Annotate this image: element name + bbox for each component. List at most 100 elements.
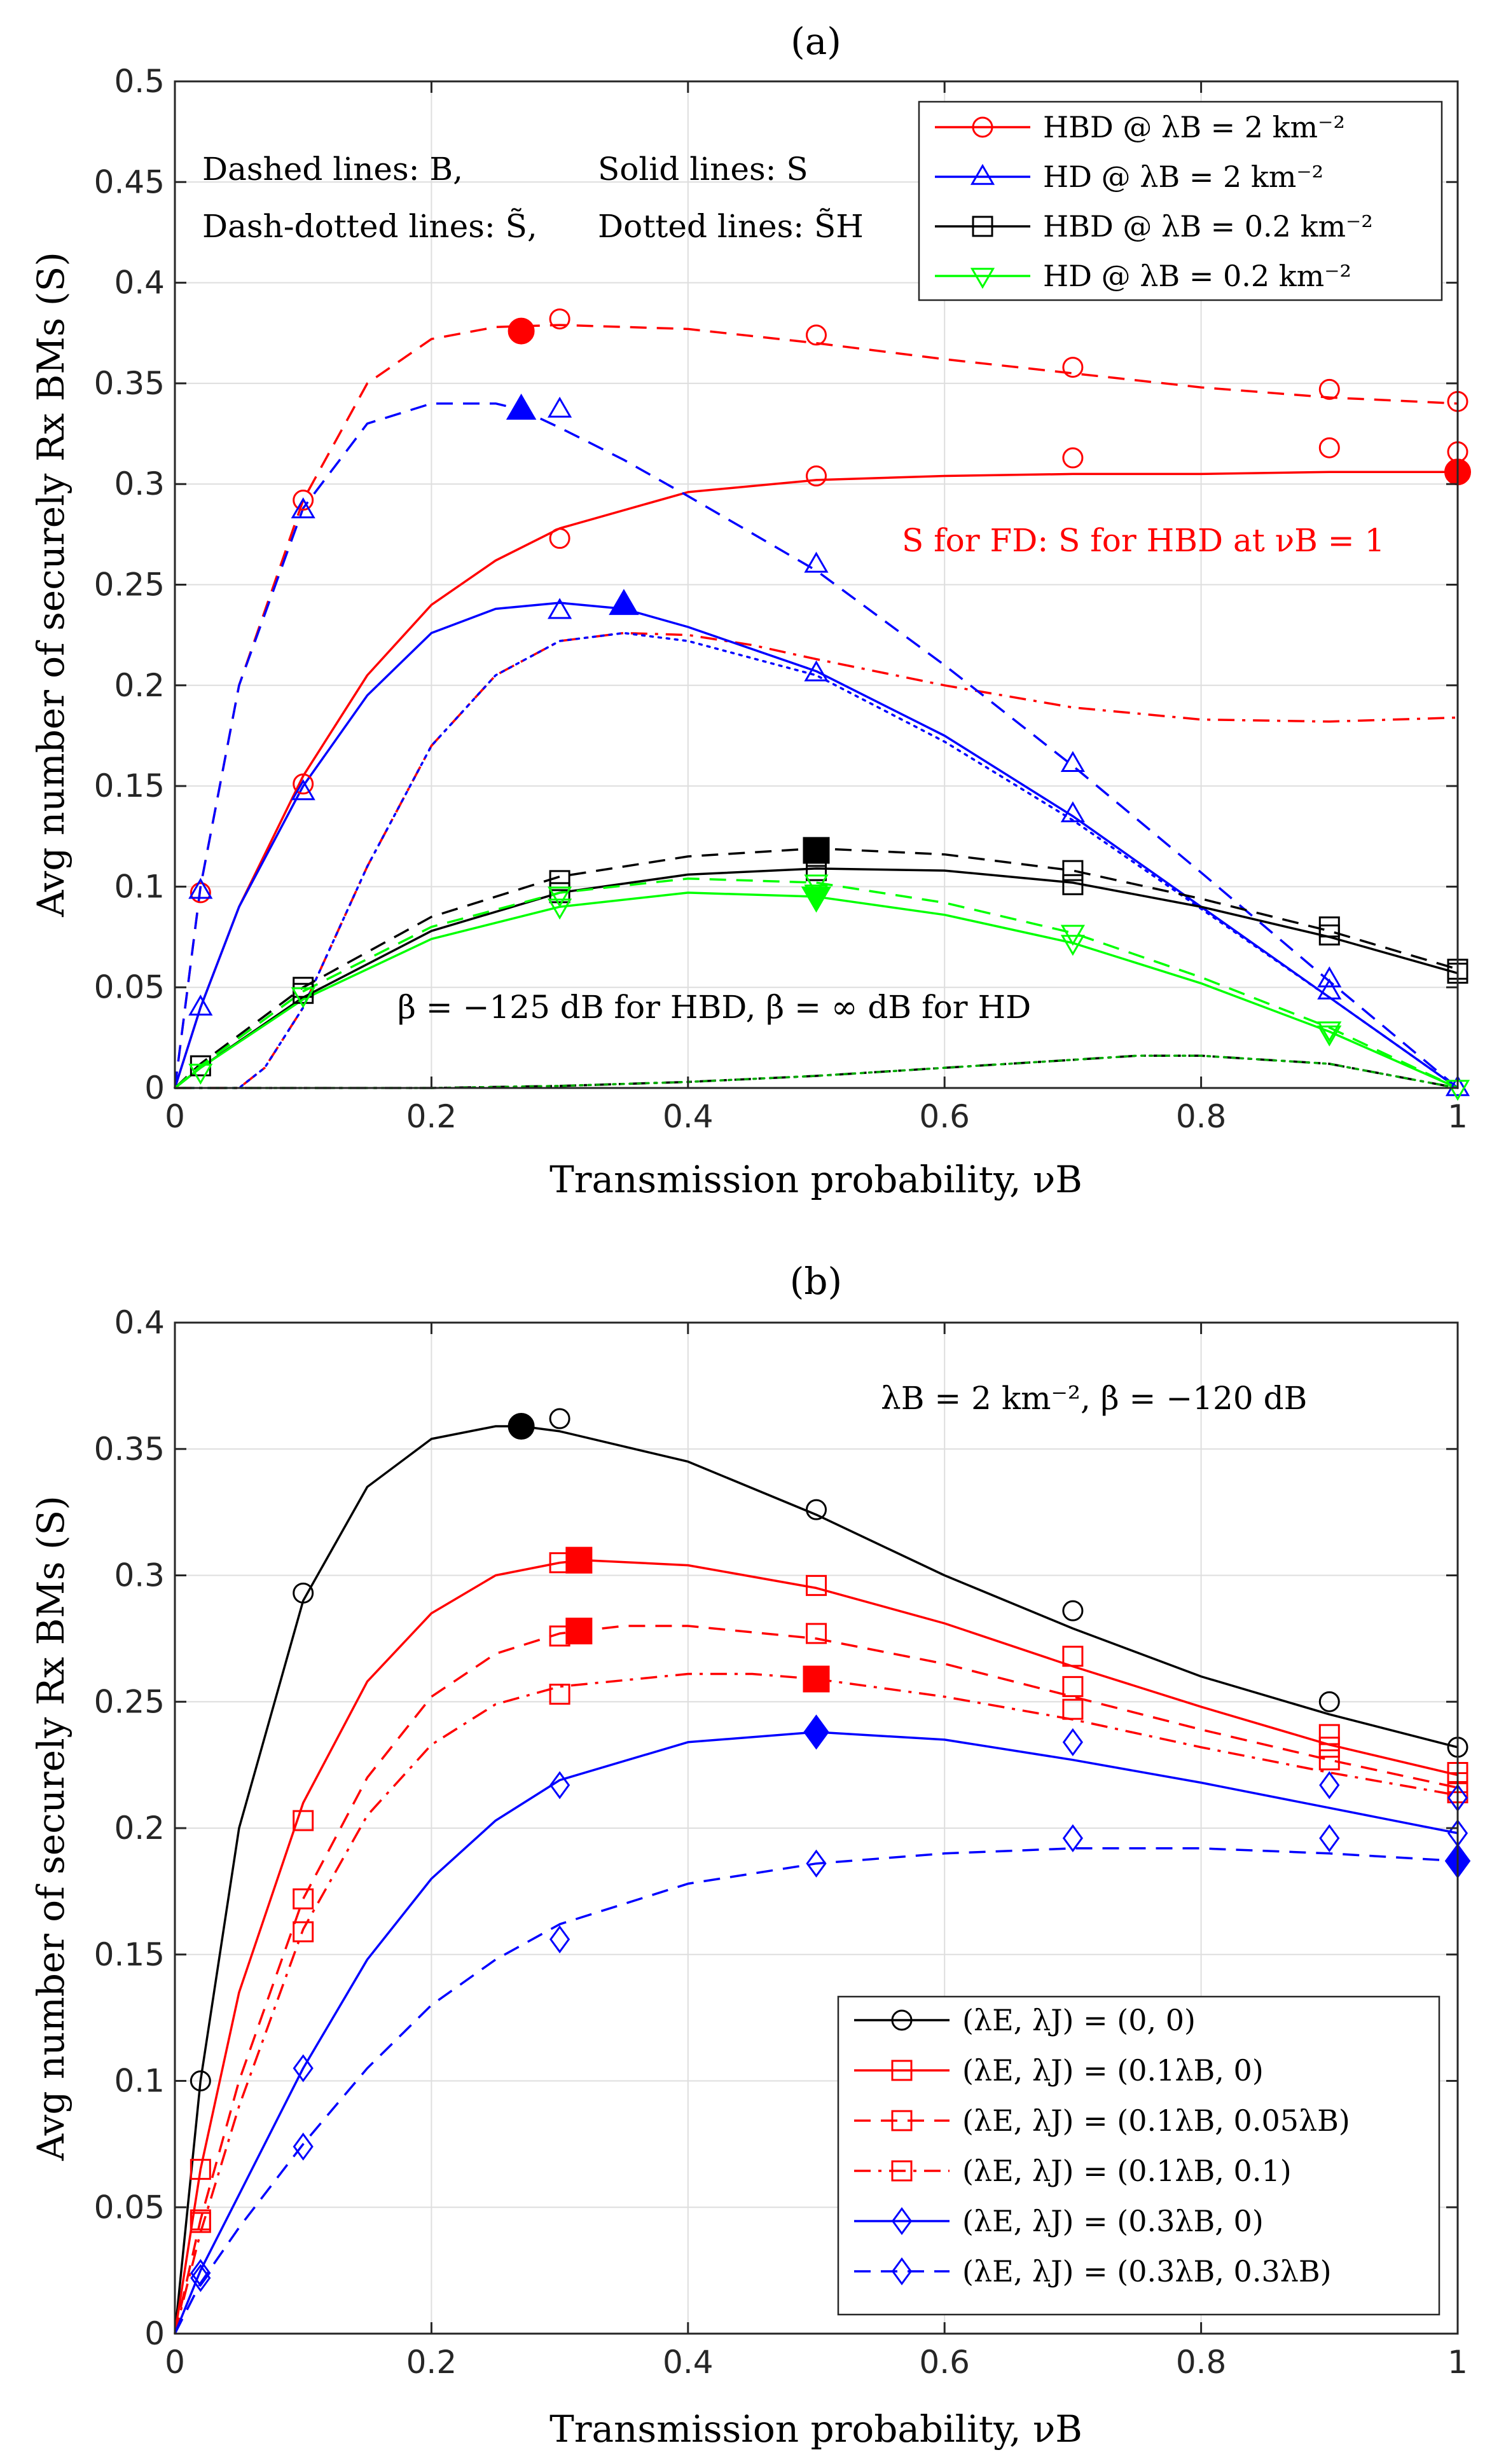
y-axis-label-a: Avg number of securely Rx BMs (S) [29,252,73,918]
y-tick-label: 0.35 [94,1431,165,1468]
legend-label: (λE, λJ) = (0.1λB, 0) [962,2053,1264,2088]
data-point [508,317,535,345]
data-point [1318,924,1340,946]
legend-box-a [918,100,1443,301]
data-point [1318,437,1340,458]
data-point [506,394,537,420]
data-point [293,2132,314,2161]
series-line [174,847,1458,1089]
panel-title-a: (a) [791,20,841,63]
data-point [1062,1676,1084,1697]
data-point [806,324,827,346]
data-point [1317,1021,1342,1043]
annotation-beta: β = −125 dB for HBD, β = ∞ dB for HD [397,989,1031,1026]
series-line [174,1425,1458,2334]
data-point [293,490,314,511]
data-point [1062,1646,1084,1667]
legend-label: (λE, λJ) = (0.3λB, 0.3λB) [962,2254,1332,2288]
legend-marker [970,163,995,185]
x-tick-label: 0.8 [1176,1098,1227,1135]
x-tick-label: 0.8 [1176,2344,1227,2381]
data-point [293,1810,314,1831]
data-point [806,1574,827,1596]
data-point [291,779,315,801]
data-point [190,882,211,904]
legend-marker [970,268,995,289]
x-tick-label: 0.2 [406,2344,457,2381]
data-point [190,2159,211,2180]
data-point [804,874,829,896]
data-point [293,1888,314,1910]
data-point [293,982,314,1004]
y-tick-label: 0.4 [114,1304,165,1341]
data-point [1062,1600,1084,1621]
data-point [806,1499,827,1520]
data-point [1317,966,1342,988]
legend-marker [891,2060,913,2081]
data-point [1318,1749,1340,1771]
legend-marker [891,2160,913,2182]
data-point [188,995,213,1016]
legend-marker [972,216,993,237]
data-point [1317,1025,1342,1047]
data-point [1062,1728,1084,1756]
legend-marker [891,2206,913,2236]
data-point [549,1408,570,1429]
x-tick-label: 0.6 [919,2344,970,2381]
y-tick-label: 0.1 [114,868,165,905]
data-point [293,2054,314,2082]
data-point [1447,1782,1468,1803]
y-tick-label: 0.35 [94,365,165,402]
data-point [1060,925,1086,946]
data-point [547,598,572,619]
data-point [508,1412,535,1440]
legend-marker [891,2009,913,2031]
data-point [806,1849,827,1878]
annotation-solid-lines: Solid lines: S [598,151,808,188]
y-tick-label: 0.15 [94,1936,165,1973]
data-point [1060,751,1086,773]
data-point [1319,1824,1340,1852]
y-tick-label: 0.45 [94,163,165,200]
annotation-lambda-beta: λB = 2 km⁻², β = −120 dB [881,1380,1307,1417]
data-point [547,898,572,920]
legend-marker [891,2110,913,2131]
series-a [174,308,1471,1101]
data-point [1062,357,1084,378]
x-tick-label: 0 [165,1098,185,1135]
data-point [1447,963,1468,984]
data-point [565,1617,593,1644]
annotation-fd: S for FD: S for HBD at νB = 1 [902,522,1385,559]
y-tick-label: 0.5 [114,63,165,100]
series-line [174,1731,1458,2334]
data-point [1062,447,1084,469]
x-tick-label: 0.6 [919,1098,970,1135]
panel-title-b: (b) [790,1260,842,1303]
data-point [1318,1691,1340,1712]
y-tick-label: 0.4 [114,265,165,301]
x-axis-label-b: Transmission probability, νB [549,2407,1082,2451]
series-line [174,877,1458,1089]
data-point [190,2259,211,2287]
data-point [1060,935,1086,956]
series-line [174,1672,1458,2334]
annotation-dashed-lines: Dashed lines: B, [202,151,463,188]
data-point [803,1714,829,1750]
annotation-dashdotted-lines: Dash-dotted lines: S̃, [202,207,537,245]
series-line [174,324,1458,1089]
x-tick-label: 1 [1447,2344,1468,2381]
legend-label: (λE, λJ) = (0, 0) [962,2003,1196,2037]
y-tick-label: 0.3 [114,1557,165,1594]
legend-label: HBD @ λB = 2 km⁻² [1043,110,1345,144]
legend-label: HD @ λB = 2 km⁻² [1043,160,1323,194]
x-tick-label: 0.4 [663,1098,714,1135]
series-b [174,1408,1471,2334]
series-line [174,1847,1458,2334]
data-point [804,551,829,573]
data-point [549,1771,570,1800]
data-point [804,660,829,682]
legend-label: HD @ λB = 0.2 km⁻² [1043,259,1351,293]
data-point [547,396,572,418]
series-line [174,867,1458,1089]
data-point [1318,378,1340,400]
